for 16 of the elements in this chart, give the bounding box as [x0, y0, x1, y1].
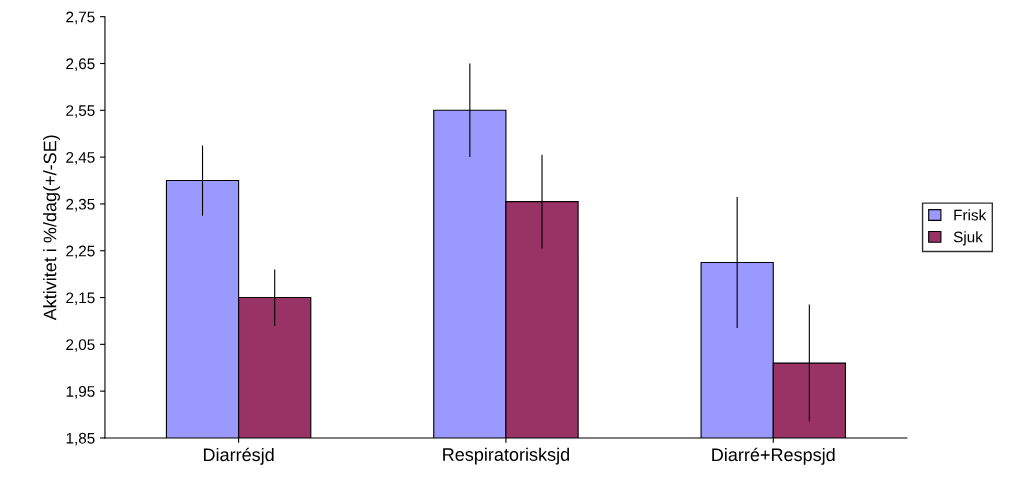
y-tick-label: 2,25 — [66, 245, 95, 259]
x-tick-label: Diarré+Respsjd — [712, 447, 835, 465]
y-tick-label: 2,05 — [66, 339, 95, 352]
y-tick-label: 1,85 — [66, 432, 95, 446]
y-tick-label: 1,95 — [66, 386, 95, 399]
legend-label: Frisk — [954, 209, 987, 221]
y-axis-title: Aktivitet i %/dag(+/-SE) — [43, 135, 60, 321]
legend-label: Sjuk — [953, 231, 983, 246]
y-tick-label: 2,65 — [66, 58, 95, 71]
y-tick-label: 2,15 — [66, 292, 95, 306]
y-tick-label: 2,75 — [66, 11, 95, 25]
y-tick-label: 2,45 — [66, 151, 95, 165]
y-tick-label: 2,35 — [66, 198, 95, 212]
x-tick-label: Respiratorisksjd — [443, 447, 569, 465]
x-tick-label: Diarrésjd — [203, 447, 274, 465]
y-tick-label: 2,55 — [66, 105, 95, 118]
